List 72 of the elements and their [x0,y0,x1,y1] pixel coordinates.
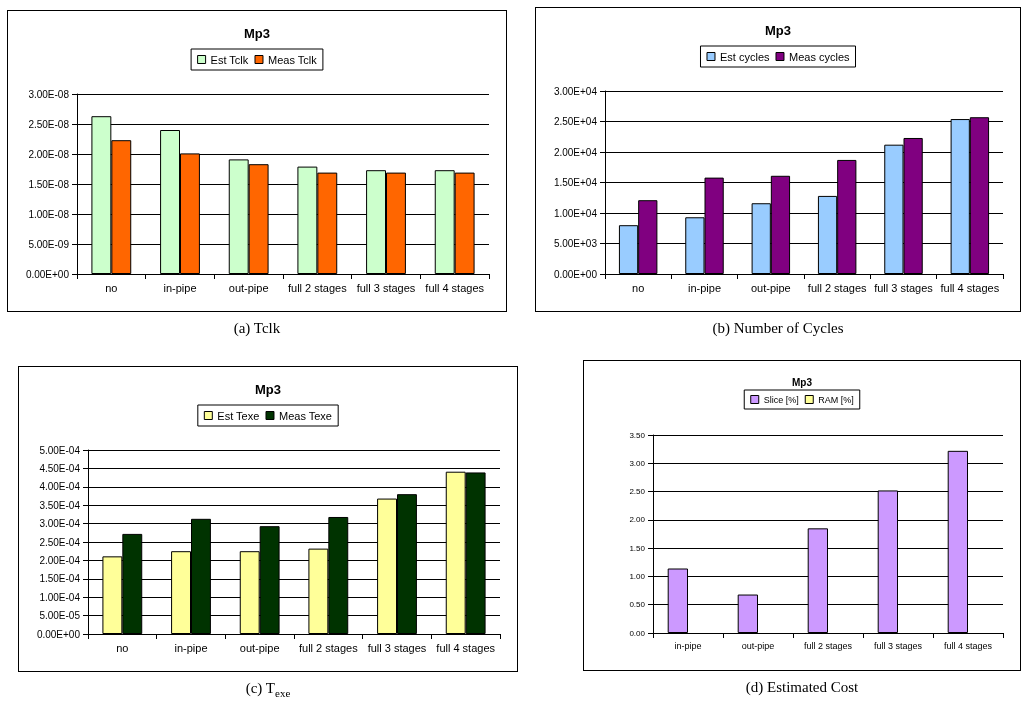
x-tick-label: in-pipe [163,281,197,294]
x-tick-label: out-pipe [239,641,280,654]
y-tick-label: 1.50E-08 [28,178,70,190]
y-tick-label: 1.00E+04 [553,207,598,219]
legend-label: Meas cycles [789,50,851,63]
x-tick-label: full 2 stages [298,641,359,654]
x-tick-label: in-pipe [674,640,702,651]
y-tick-label: 0.00 [629,628,646,638]
y-tick-label: 2.00E+04 [553,146,598,158]
y-tick-label: 5.00E-05 [39,610,81,622]
x-tick-label: full 4 stages [425,281,485,294]
legend-label: Est cycles [719,50,770,63]
y-tick-label: 4.50E-04 [39,462,81,474]
y-tick-label: 2.00E-08 [28,148,70,160]
x-tick-label: in-pipe [687,281,722,294]
chart-title: Mp3 [255,382,281,397]
y-tick-label: 2.00 [629,515,646,525]
x-tick-label: full 3 stages [367,641,427,654]
text: (d) Estimated Cost [744,679,860,696]
x-tick-label: out-pipe [750,281,791,294]
y-tick-label: 1.50E-04 [39,573,81,585]
x-tick-label: full 4 stages [940,281,1000,294]
text: (c) T$_{exe}$ [244,680,292,699]
y-tick-label: 0.00E+00 [553,268,598,280]
y-tick-label: 0.00E+00 [25,268,70,280]
chart-title: Mp3 [244,26,270,41]
x-tick-label: full 2 stages [287,281,348,294]
text: (a) Tclk [232,320,282,337]
x-tick-label: full 2 stages [807,281,868,294]
y-tick-label: 3.00E+04 [553,85,598,97]
legend-label: Slice [%] [763,394,799,405]
y-tick-label: 1.50E+04 [553,177,598,188]
y-tick-label: 2.00E-04 [39,554,81,566]
x-tick-label: full 4 stages [943,640,993,651]
y-tick-label: 3.00E-08 [28,88,70,100]
y-tick-label: 3.50 [629,430,646,440]
x-tick-label: out-pipe [228,281,269,294]
y-tick-label: 3.00 [629,458,646,468]
y-tick-label: 3.50E-04 [39,499,81,511]
y-tick-label: 5.00E-09 [28,238,70,250]
legend-label: Meas Tclk [268,53,318,66]
legend-label: Est Texe [217,409,260,422]
y-tick-label: 2.50E-04 [39,536,81,548]
legend-label: Est Tclk [210,53,249,66]
x-tick-label: full 3 stages [874,281,934,294]
y-tick-label: 1.00E-04 [39,591,81,603]
chart-title: Mp3 [792,376,813,388]
x-tick-label: full 2 stages [803,640,853,651]
x-tick-label: in-pipe [174,641,208,654]
y-tick-label: 5.00E+03 [553,238,598,249]
x-tick-label: full 3 stages [873,640,923,651]
y-tick-label: 2.50E-08 [28,118,70,130]
x-tick-label: full 4 stages [436,641,496,654]
chart-title: Mp3 [765,23,791,38]
y-tick-label: 0.50 [629,600,646,610]
y-tick-label: 0.00E+00 [36,628,81,640]
legend-label: Meas Texe [279,409,332,422]
text: (b) Number of Cycles [711,320,845,337]
legend-label: RAM [%] [818,394,854,405]
y-tick-label: 2.50E+04 [553,116,598,127]
y-tick-label: 3.00E-04 [39,518,81,530]
x-tick-label: no [632,281,645,294]
y-tick-label: 5.00E-04 [39,444,81,456]
y-tick-label: 2.50 [629,487,646,497]
x-tick-label: full 3 stages [356,281,416,294]
y-tick-label: 4.00E-04 [39,481,81,493]
y-tick-label: 1.50 [629,543,646,553]
x-tick-label: out-pipe [741,640,775,651]
x-tick-label: no [105,281,118,294]
x-tick-label: no [116,641,129,654]
y-tick-label: 1.00E-08 [28,208,70,220]
y-tick-label: 1.00 [629,571,646,581]
